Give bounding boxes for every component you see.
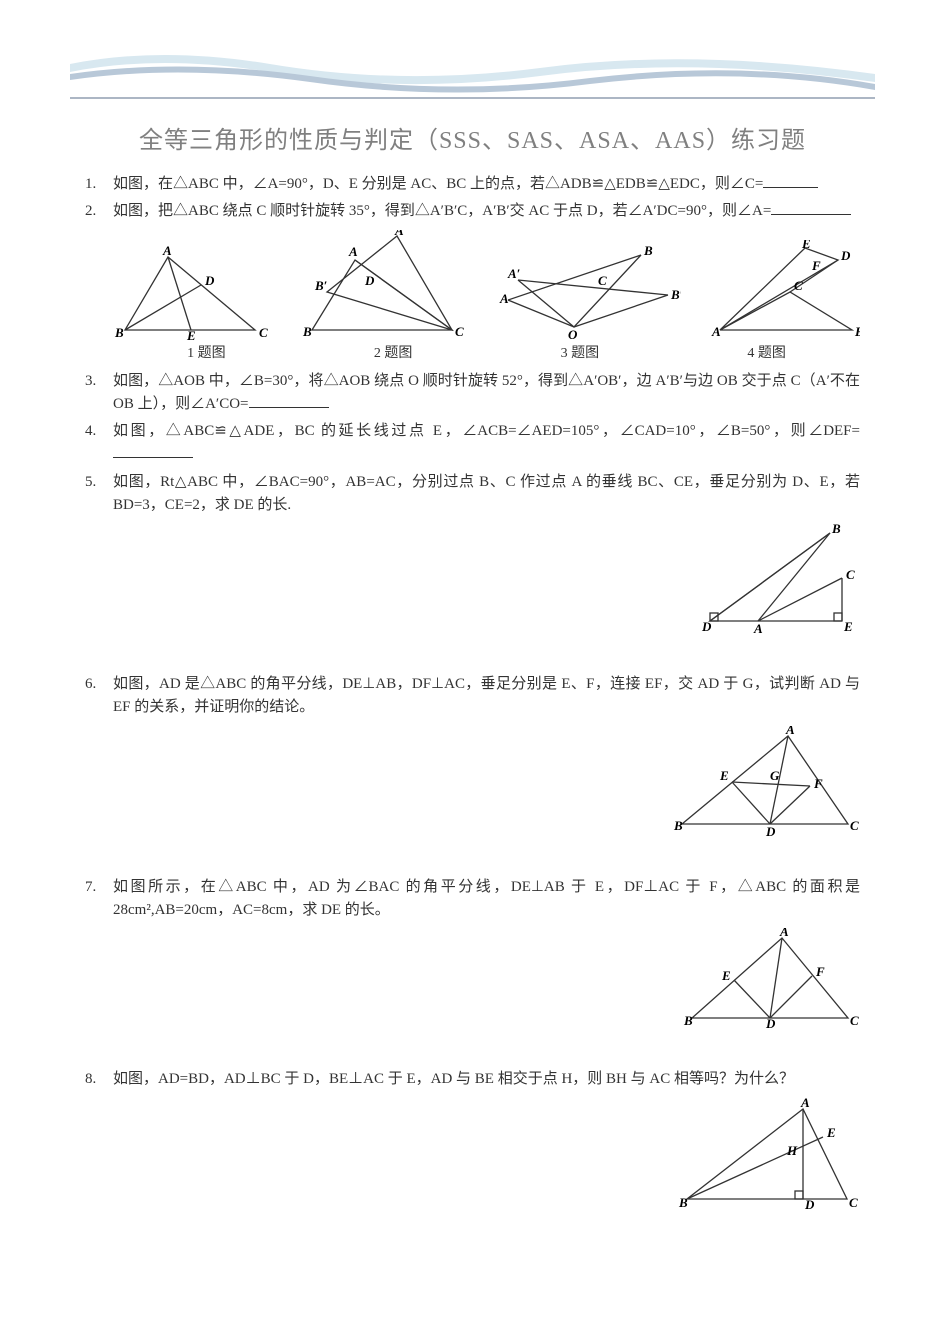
figure-5: B C D A E xyxy=(85,523,860,633)
problem-number: 6. xyxy=(85,673,113,696)
svg-text:D: D xyxy=(765,1016,776,1028)
svg-text:F: F xyxy=(815,964,825,979)
problem-text: 如图，AD 是△ABC 的角平分线，DE⊥AB，DF⊥AC，垂足分别是 E、F，… xyxy=(113,673,860,720)
svg-text:H: H xyxy=(786,1143,798,1158)
figure-caption: 3 题图 xyxy=(487,342,674,362)
svg-text:D: D xyxy=(765,824,776,836)
svg-text:E: E xyxy=(801,240,811,251)
problem-number: 4. xyxy=(85,420,113,443)
problem-number: 3. xyxy=(85,370,113,393)
svg-text:A: A xyxy=(348,244,358,259)
figure-caption: 2 题图 xyxy=(300,342,487,362)
header-decoration xyxy=(70,50,875,105)
svg-text:A: A xyxy=(753,621,763,633)
figure-row-1-4: A B C D E A B C A′ B′ D xyxy=(113,230,860,340)
svg-text:D: D xyxy=(840,248,851,263)
svg-text:E: E xyxy=(826,1125,836,1140)
svg-text:C: C xyxy=(598,273,607,288)
problem-text: 如图，△ABC≌△ADE，BC 的延长线过点 E，∠ACB=∠AED=105°，… xyxy=(113,420,860,467)
figure-captions: 1 题图 2 题图 3 题图 4 题图 xyxy=(113,342,860,362)
svg-text:C: C xyxy=(846,567,855,582)
figure-caption: 1 题图 xyxy=(113,342,300,362)
problem-text: 如图，在△ABC 中，∠A=90°，D、E 分别是 AC、BC 上的点，若△AD… xyxy=(113,173,860,196)
svg-text:F: F xyxy=(811,258,821,273)
problem-4: 4. 如图，△ABC≌△ADE，BC 的延长线过点 E，∠ACB=∠AED=10… xyxy=(85,420,860,467)
svg-text:A′: A′ xyxy=(507,266,521,281)
svg-text:A: A xyxy=(779,928,789,939)
svg-text:C: C xyxy=(850,1013,859,1028)
answer-blank xyxy=(763,173,818,188)
svg-text:D: D xyxy=(701,619,712,633)
figure-1: A B C D E xyxy=(113,245,268,340)
problem-number: 1. xyxy=(85,173,113,196)
svg-text:O: O xyxy=(568,327,578,340)
svg-text:F: F xyxy=(813,776,823,791)
problem-2: 2. 如图，把△ABC 绕点 C 顺时针旋转 35°，得到△A′B′C，A′B′… xyxy=(85,200,860,223)
figure-2: A B C A′ B′ D xyxy=(297,230,467,340)
problem-text: 如图，Rt△ABC 中，∠BAC=90°，AB=AC，分别过点 B、C 作过点 … xyxy=(113,471,860,518)
svg-text:B: B xyxy=(831,523,841,536)
figure-4: A B C D E F xyxy=(710,240,860,340)
svg-text:B: B xyxy=(643,245,653,258)
svg-text:E: E xyxy=(719,768,729,783)
svg-text:C: C xyxy=(455,324,464,339)
svg-text:B: B xyxy=(302,324,312,339)
svg-text:B′: B′ xyxy=(670,287,681,302)
figure-7: A B C D E F xyxy=(85,928,860,1028)
page-content: 全等三角形的性质与判定（SSS、SAS、ASA、AAS）练习题 1. 如图，在△… xyxy=(0,0,945,1256)
svg-text:A: A xyxy=(162,245,172,258)
problem-3: 3. 如图，△AOB 中，∠B=30°，将△AOB 绕点 O 顺时针旋转 52°… xyxy=(85,370,860,417)
problem-5: 5. 如图，Rt△ABC 中，∠BAC=90°，AB=AC，分别过点 B、C 作… xyxy=(85,471,860,634)
figure-caption: 4 题图 xyxy=(673,342,860,362)
svg-text:A: A xyxy=(785,726,795,737)
figure-8: A B C D E H xyxy=(85,1097,860,1212)
svg-text:A: A xyxy=(711,324,721,339)
problem-text: 如图，把△ABC 绕点 C 顺时针旋转 35°，得到△A′B′C，A′B′交 A… xyxy=(113,200,860,223)
figure-3: A O B A′ B′ C xyxy=(496,245,681,340)
answer-blank xyxy=(249,393,329,408)
figure-6: A B C D E F G xyxy=(85,726,860,836)
svg-text:C: C xyxy=(849,1195,858,1210)
svg-text:G: G xyxy=(770,768,780,783)
problem-1: 1. 如图，在△ABC 中，∠A=90°，D、E 分别是 AC、BC 上的点，若… xyxy=(85,173,860,196)
page-title: 全等三角形的性质与判定（SSS、SAS、ASA、AAS）练习题 xyxy=(85,120,860,155)
svg-text:C: C xyxy=(850,818,859,833)
answer-blank xyxy=(113,443,193,458)
svg-text:C: C xyxy=(259,325,268,340)
problem-text: 如图，AD=BD，AD⊥BC 于 D，BE⊥AC 于 E，AD 与 BE 相交于… xyxy=(113,1068,860,1091)
svg-text:B: B xyxy=(673,818,683,833)
svg-text:C: C xyxy=(794,278,803,293)
problem-8: 8. 如图，AD=BD，AD⊥BC 于 D，BE⊥AC 于 E，AD 与 BE … xyxy=(85,1068,860,1212)
svg-text:B′: B′ xyxy=(314,278,328,293)
problem-number: 5. xyxy=(85,471,113,494)
svg-text:E: E xyxy=(186,328,196,340)
problem-number: 2. xyxy=(85,200,113,223)
svg-text:E: E xyxy=(721,968,731,983)
problem-text: 如图，△AOB 中，∠B=30°，将△AOB 绕点 O 顺时针旋转 52°，得到… xyxy=(113,370,860,417)
problem-text: 如图所示，在△ABC 中，AD 为∠BAC 的角平分线，DE⊥AB 于 E，DF… xyxy=(113,876,860,923)
svg-text:D: D xyxy=(804,1197,815,1212)
svg-text:A′: A′ xyxy=(394,230,408,238)
problem-number: 7. xyxy=(85,876,113,899)
svg-text:D: D xyxy=(204,273,215,288)
svg-text:E: E xyxy=(843,619,853,633)
problem-6: 6. 如图，AD 是△ABC 的角平分线，DE⊥AB，DF⊥AC，垂足分别是 E… xyxy=(85,673,860,836)
svg-text:A: A xyxy=(499,291,509,306)
svg-text:B: B xyxy=(678,1195,688,1210)
svg-text:B: B xyxy=(114,325,124,340)
svg-text:A: A xyxy=(800,1097,810,1110)
svg-text:D: D xyxy=(364,273,375,288)
answer-blank xyxy=(771,200,851,215)
problem-7: 7. 如图所示，在△ABC 中，AD 为∠BAC 的角平分线，DE⊥AB 于 E… xyxy=(85,876,860,1029)
svg-text:B: B xyxy=(854,324,860,339)
svg-text:B: B xyxy=(683,1013,693,1028)
problem-number: 8. xyxy=(85,1068,113,1091)
